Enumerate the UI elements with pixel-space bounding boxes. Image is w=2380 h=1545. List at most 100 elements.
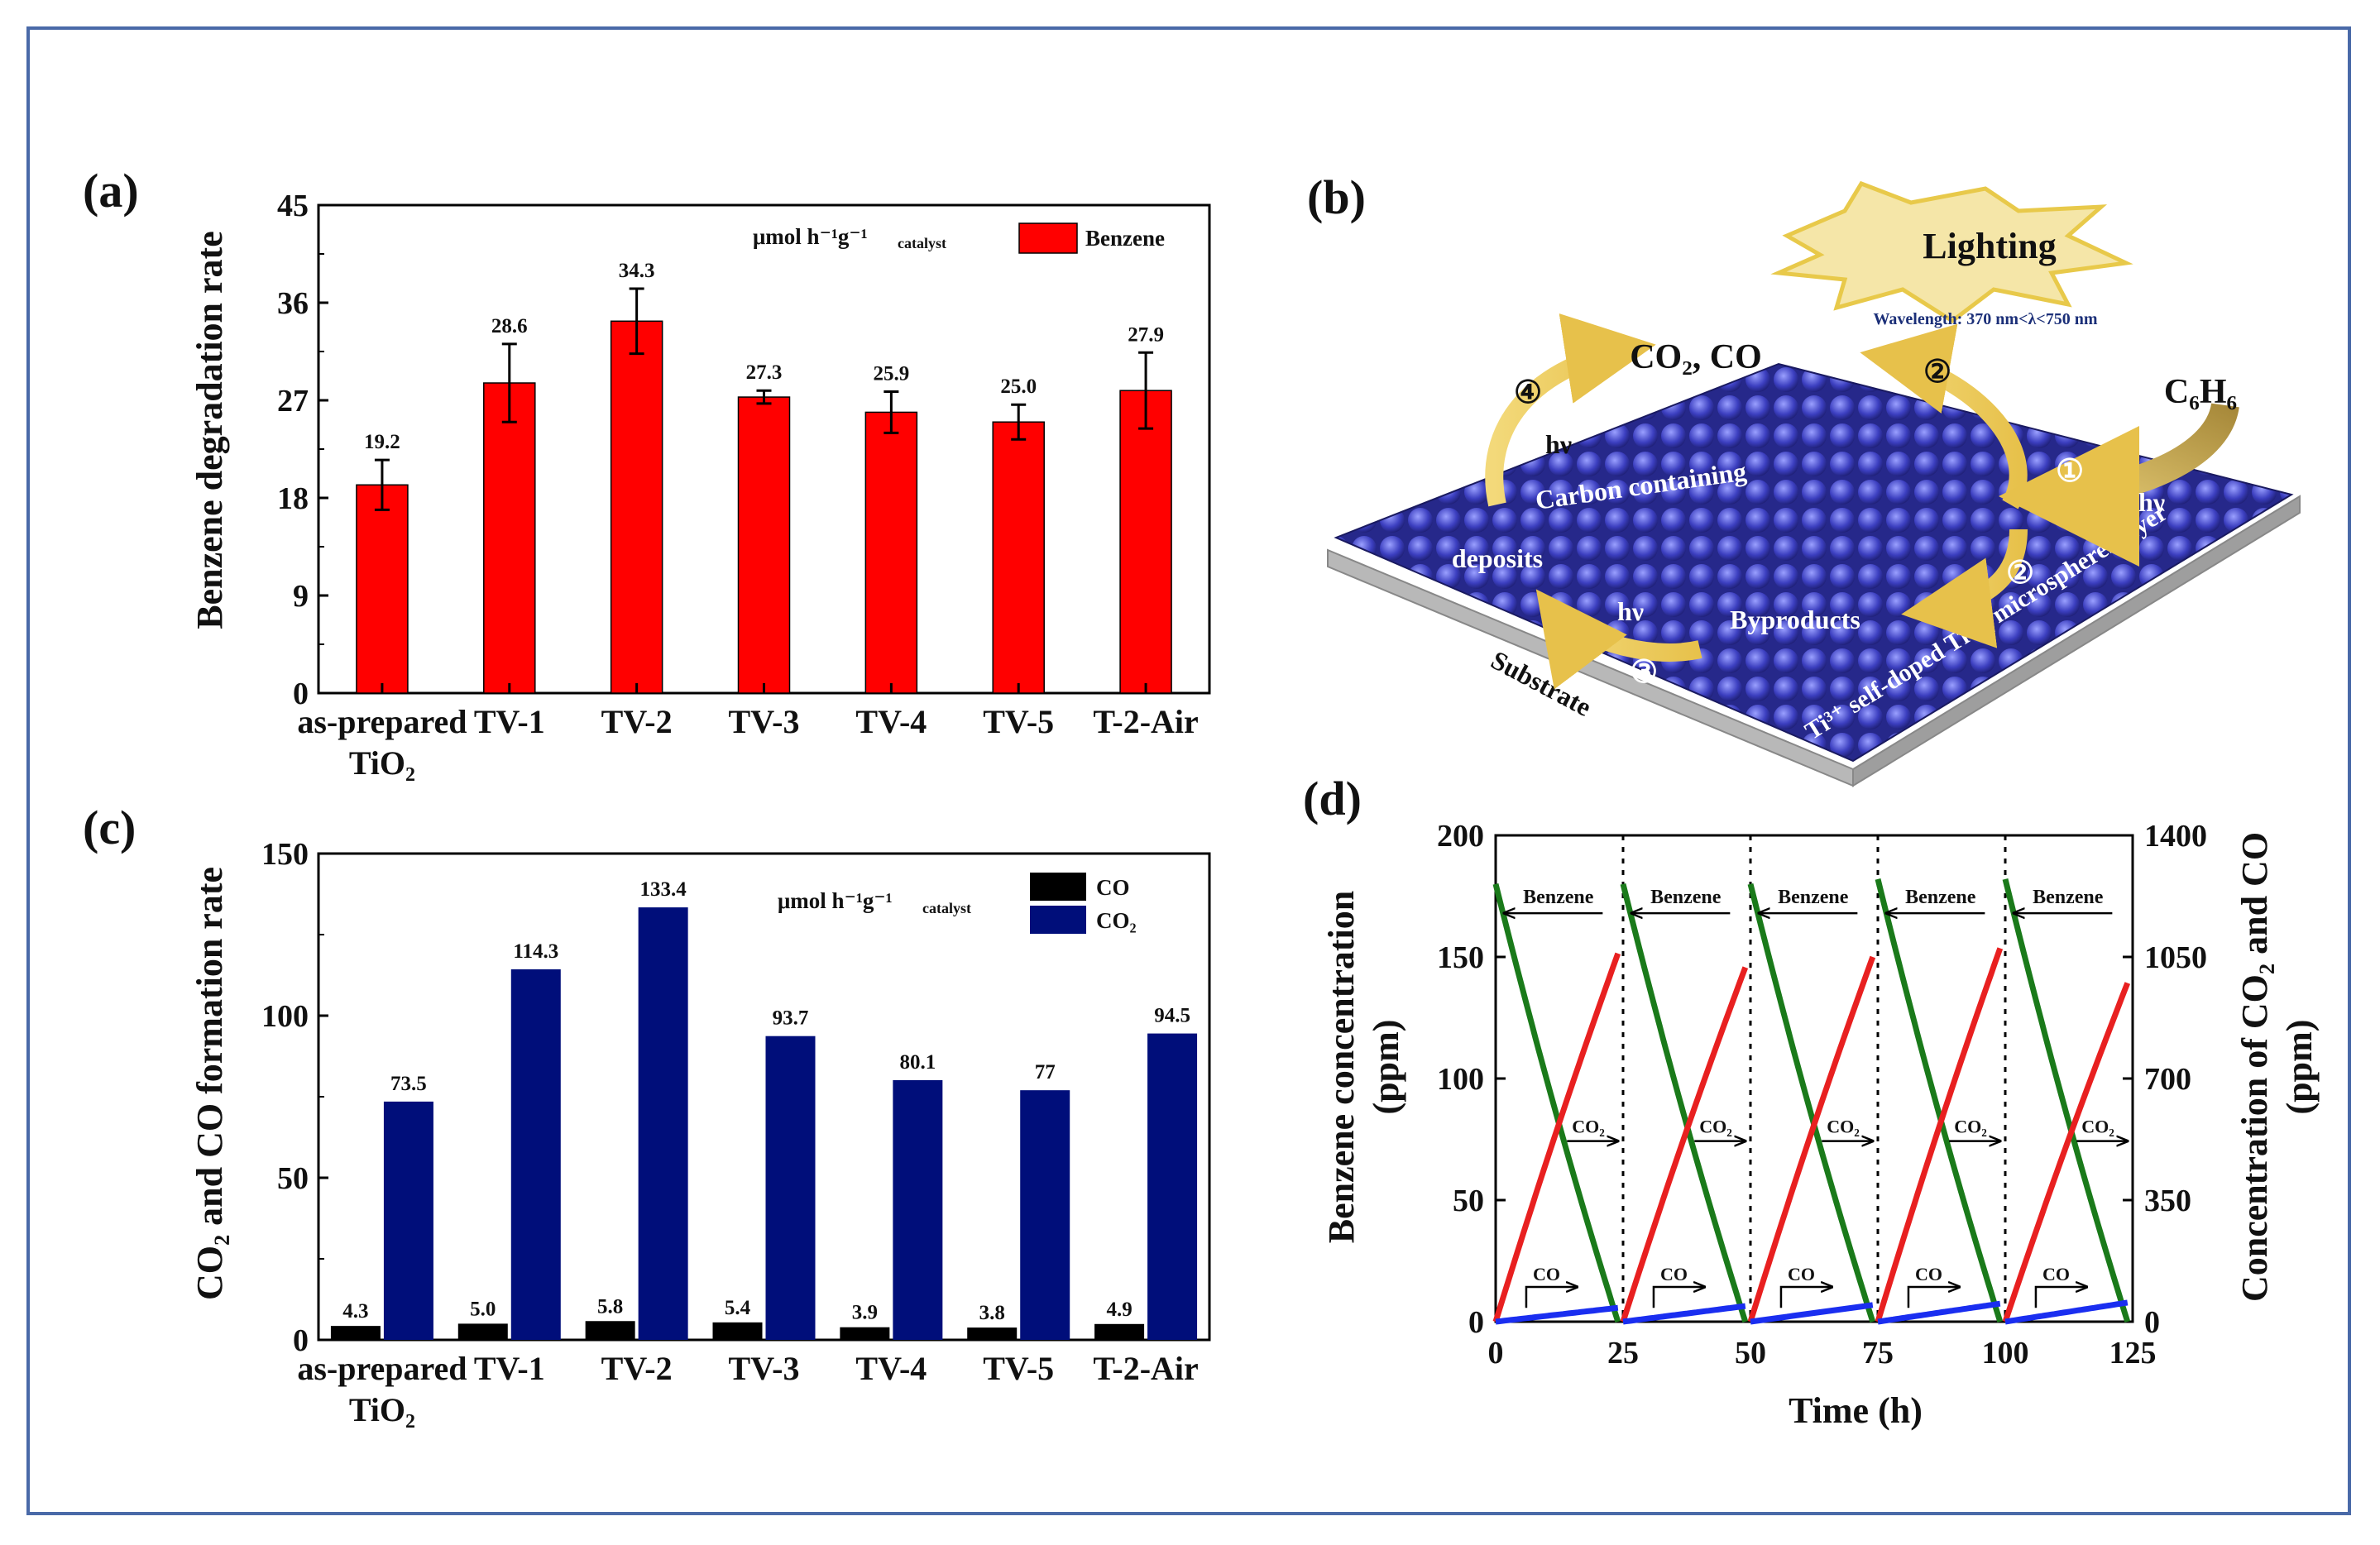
reactant-label: C₆H₆ <box>2164 373 2237 411</box>
series-co2-line <box>1747 955 1876 1323</box>
data-label-a: 25.0 <box>1000 375 1037 398</box>
data-label-co: 5.8 <box>597 1295 623 1318</box>
ytick-label-a: 0 <box>293 677 309 711</box>
bar-benzene <box>610 320 663 694</box>
bar-benzene <box>356 484 409 694</box>
category-label-c: as-prepared <box>297 1350 467 1387</box>
series-co-line <box>1750 1302 1874 1325</box>
xtick-label-d: 125 <box>2109 1336 2157 1370</box>
step3-arrow-icon <box>1535 589 1702 690</box>
legend-swatch-co <box>1030 873 1086 901</box>
xtick-label-d: 50 <box>1735 1336 1766 1370</box>
data-label-a: 27.9 <box>1128 323 1164 346</box>
cycle-label-co2: CO₂ <box>2081 1117 2114 1137</box>
ytick-left-label-d: 150 <box>1437 940 1484 975</box>
xtick-label-d: 100 <box>1982 1336 2029 1370</box>
cycle-label-co: CO <box>1915 1264 1942 1284</box>
unit-sub-c: catalyst <box>922 900 971 916</box>
bar-co2 <box>383 1101 433 1340</box>
series-benzene-line <box>1492 883 1621 1323</box>
series-co2-line <box>1492 952 1621 1323</box>
data-label-a: 25.9 <box>873 363 909 385</box>
ytick-label-a: 45 <box>277 189 309 223</box>
step1-arrow-icon <box>1999 402 2239 567</box>
panel-label-c: (c) <box>83 801 136 854</box>
ytick-label-c: 50 <box>277 1161 309 1196</box>
ytick-label-c: 0 <box>293 1323 309 1358</box>
ytick-label-a: 36 <box>277 286 309 321</box>
cycle-label-benzene: Benzene <box>1778 887 1849 908</box>
cycle-label-benzene: Benzene <box>2033 887 2104 908</box>
series-co-line <box>1622 1303 1746 1325</box>
ytick-right-label-d: 1050 <box>2144 940 2207 975</box>
cycle-label-co: CO <box>2042 1264 2070 1284</box>
ylabel-left-d-1: Benzene concentration <box>1321 891 1362 1243</box>
xtick-label-d: 75 <box>1862 1336 1894 1370</box>
co-arrow-icon <box>1907 1287 1960 1308</box>
category-label-c: TV-4 <box>855 1350 927 1387</box>
data-label-a: 28.6 <box>491 315 528 337</box>
step-4-marker: ④ <box>1514 375 1542 410</box>
ytick-left-label-d: 100 <box>1437 1062 1484 1097</box>
category-label-c: TV-5 <box>983 1350 1054 1387</box>
category-label-c: TV-3 <box>729 1350 800 1387</box>
lighting-sun-icon <box>1770 180 2133 324</box>
xtick-label-d: 0 <box>1488 1336 1504 1370</box>
hv-label-3: hν <box>1617 596 1644 626</box>
ytick-label-c: 150 <box>261 837 309 872</box>
panel-label-a: (a) <box>83 164 139 218</box>
panel-label-d: (d) <box>1303 772 1362 825</box>
unit-sub-a: catalyst <box>898 235 946 251</box>
cycle-label-co: CO <box>1533 1264 1560 1284</box>
cycle-label-benzene: Benzene <box>1523 887 1594 908</box>
ytick-left-label-d: 200 <box>1437 819 1484 854</box>
data-label-co: 5.4 <box>725 1297 751 1319</box>
chart-c: (c) CO₂ and CO formation rate 0 50 100 150 4… <box>83 801 1211 1428</box>
category-label-a: TV-1 <box>474 703 545 740</box>
ytick-left-label-d: 50 <box>1453 1184 1484 1218</box>
bar-co <box>967 1327 1018 1340</box>
ytick-label-a: 9 <box>293 579 309 614</box>
category-label-a-line2: TiO₂ <box>349 744 415 782</box>
data-label-co2: 73.5 <box>390 1073 427 1095</box>
xlabel-d: Time (h) <box>1789 1390 1923 1431</box>
step-3-marker: ③ <box>1630 655 1658 690</box>
cycle-label-co2: CO₂ <box>1954 1117 1987 1137</box>
legend-label-benzene: Benzene <box>1085 226 1165 251</box>
bar-co <box>1094 1323 1145 1340</box>
step-1-marker: ① <box>2056 454 2084 489</box>
data-label-co2: 94.5 <box>1154 1005 1190 1027</box>
co-arrow-icon <box>1652 1287 1705 1308</box>
co-arrow-icon <box>1779 1287 1832 1308</box>
legend-swatch-co2 <box>1030 906 1086 934</box>
unit-text-a: μmol h⁻¹g⁻¹ <box>753 224 868 249</box>
series-co2-line <box>2002 982 2131 1323</box>
bar-co2 <box>638 907 688 1340</box>
cycle-label-benzene: Benzene <box>1650 887 1722 908</box>
ylabel-c: CO₂ and CO formation rate <box>189 867 230 1300</box>
hv-label-1: hν <box>2138 487 2165 517</box>
data-label-co2: 93.7 <box>773 1007 809 1030</box>
hv-label-4: hν <box>1545 429 1572 459</box>
xtick-label-d: 25 <box>1607 1336 1639 1370</box>
wavelength-label: Wavelength: 370 nm<λ<750 nm <box>1874 310 2098 328</box>
data-label-co2: 77 <box>1035 1061 1056 1083</box>
category-label-a: TV-3 <box>729 703 800 740</box>
data-label-co: 3.8 <box>979 1302 1005 1324</box>
bar-benzene <box>1119 390 1172 694</box>
bar-benzene <box>737 396 791 694</box>
bar-co2 <box>765 1036 816 1340</box>
ylabel-left-d-2: (ppm) <box>1366 1020 1406 1115</box>
co-arrow-icon <box>1525 1287 1578 1308</box>
ytick-right-label-d: 1400 <box>2144 819 2207 854</box>
bar-benzene <box>483 382 536 694</box>
legend-a: Benzene <box>1018 222 1165 254</box>
bar-benzene <box>992 421 1045 694</box>
legend-label-co2: CO₂ <box>1096 908 1137 933</box>
series-benzene-line <box>1747 883 1876 1323</box>
category-label-a: TV-4 <box>855 703 927 740</box>
ytick-label-c: 100 <box>261 999 309 1034</box>
step4-arrow-icon <box>1485 313 1656 507</box>
deposits-label-2: deposits <box>1452 543 1543 573</box>
